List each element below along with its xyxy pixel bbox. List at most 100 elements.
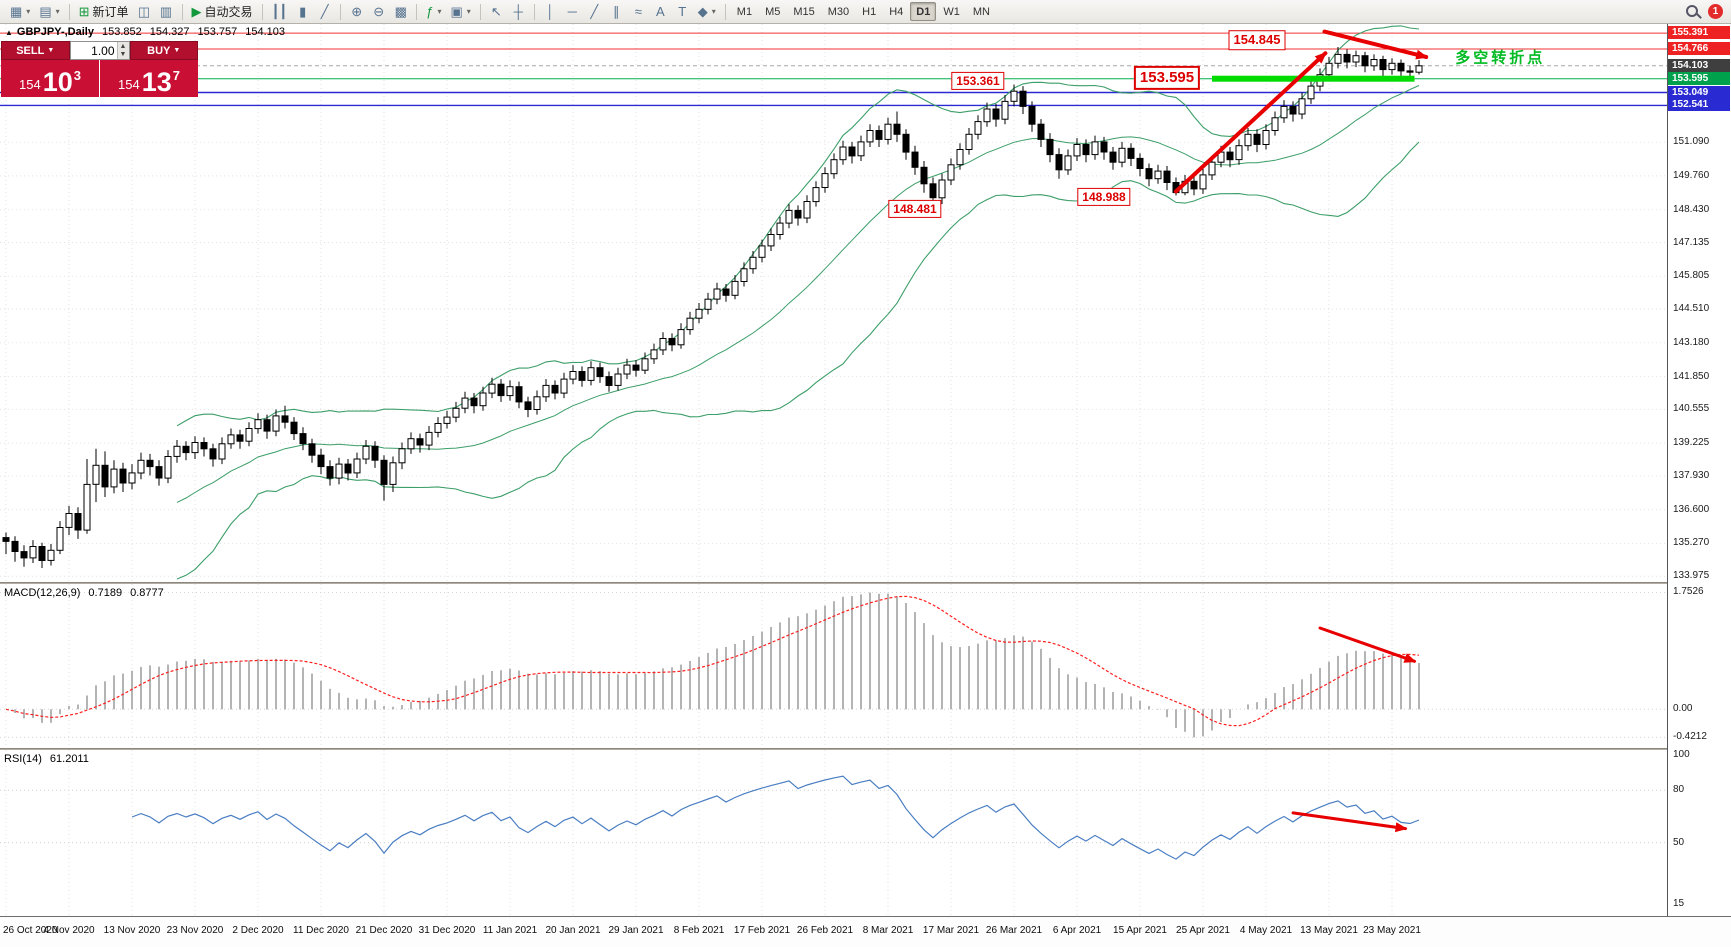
trendline-button[interactable]: ╱	[584, 2, 605, 22]
price-annotation-box[interactable]: 154.845	[1228, 30, 1286, 50]
open-value: 153.852	[101, 26, 142, 38]
buy-price-button[interactable]: 154 13 7	[100, 60, 198, 97]
sell-price-main: 154	[19, 77, 41, 92]
tile-windows-button[interactable]: ▩	[390, 2, 411, 22]
profiles-button[interactable]: ▤ ▾	[35, 2, 63, 22]
chart-symbol-ohlc: ▲ GBPJPY-,Daily 153.852 154.327 153.757 154.1…	[5, 26, 285, 38]
sell-dropdown-button[interactable]: SELL ▼	[1, 41, 70, 60]
timeframe-d1-button[interactable]: D1	[910, 2, 937, 21]
trend-arrow[interactable]	[1322, 29, 1429, 60]
price-annotation-box[interactable]: 148.481	[888, 200, 942, 219]
date-axis-label: 25 Apr 2021	[1176, 925, 1230, 936]
zoom-in-button[interactable]: ⊕	[346, 2, 367, 22]
price-scale-tick: 151.090	[1673, 136, 1710, 148]
time-axis[interactable]: 26 Oct 2020 4 Nov 2020 13 Nov 2020 23 Nov 2…	[0, 916, 1731, 947]
zoom-out-icon: ⊖	[373, 4, 385, 19]
price-annotation-box[interactable]: 148.988	[1077, 187, 1131, 207]
date-axis-label: 23 May 2021	[1363, 925, 1421, 936]
dropdown-caret-icon: ▾	[26, 7, 31, 16]
buy-price-pip: 7	[172, 68, 180, 83]
toolbar-separator	[181, 3, 183, 20]
channel-icon: ∥	[613, 4, 620, 19]
data-window-button[interactable]: ▥	[156, 2, 177, 22]
indicators-button[interactable]: ƒ ▾	[422, 2, 445, 22]
timeframe-m30-button[interactable]: M30	[822, 2, 855, 21]
macd-arrow[interactable]	[1318, 626, 1417, 663]
date-axis-label: 13 May 2021	[1300, 925, 1358, 936]
pane-separator[interactable]	[0, 582, 1731, 584]
candle-chart-type-button[interactable]: ▮	[292, 2, 313, 22]
vertical-line-icon: │	[546, 4, 555, 19]
macd-scale-tick: -0.4212	[1673, 731, 1707, 743]
macd-name: MACD(12,26,9)	[4, 587, 81, 599]
templates-button[interactable]: ▣ ▾	[446, 2, 474, 22]
rsi-name: RSI(14)	[4, 753, 42, 765]
notification-badge[interactable]: 1	[1708, 4, 1723, 19]
new-chart-button[interactable]: ▦ ▾	[6, 2, 34, 22]
date-axis-label: 29 Jan 2021	[608, 925, 664, 936]
volume-down-button[interactable]: ▼	[119, 50, 127, 58]
dropdown-caret-icon: ▾	[55, 7, 60, 16]
auto-trading-button[interactable]: ▶ 自动交易	[188, 2, 257, 22]
arrows-button[interactable]: ◆ ▾	[694, 2, 720, 22]
date-axis-label: 4 Nov 2020	[43, 925, 95, 936]
buy-dropdown-button[interactable]: BUY ▼	[129, 41, 198, 60]
timeframe-m5-button[interactable]: M5	[759, 2, 786, 21]
timeframe-mn-button[interactable]: MN	[967, 2, 996, 21]
price-scale[interactable]: 151.090 149.760 148.430 147.135 145.805 144.5…	[1667, 24, 1731, 916]
timeframe-h4-button[interactable]: H4	[883, 2, 909, 21]
zoom-out-button[interactable]: ⊖	[368, 2, 389, 22]
price-annotation-box[interactable]: 153.595	[1133, 65, 1201, 91]
candles	[2, 47, 1423, 568]
price-scale-tick: 143.180	[1673, 336, 1710, 348]
main-chart-canvas[interactable]	[0, 24, 1667, 582]
date-axis-label: 8 Feb 2021	[673, 925, 725, 936]
macd-scale-tick: 0.00	[1673, 703, 1693, 715]
date-axis-label: 15 Apr 2021	[1113, 925, 1167, 936]
rsi-pane-canvas[interactable]	[0, 750, 1667, 916]
volume-up-button[interactable]: ▲	[119, 42, 127, 50]
pane-separator[interactable]	[0, 748, 1731, 750]
date-axis-label: 2 Dec 2020	[232, 925, 284, 936]
search-icon[interactable]	[1684, 3, 1702, 21]
macd-pane-canvas[interactable]	[0, 584, 1667, 748]
turning-point-label[interactable]: 多空转折点	[1455, 49, 1546, 67]
trend-arrow[interactable]	[1174, 51, 1328, 194]
rsi-grid	[0, 750, 1667, 916]
text-label-button[interactable]: T	[672, 2, 693, 22]
date-axis-label: 31 Dec 2020	[418, 925, 476, 936]
chart-annotations-layer: 148.481 153.361 148.988 153.595 154.845 多空转折点	[0, 24, 1667, 582]
support-zone-bar[interactable]	[1212, 75, 1415, 82]
sell-price-button[interactable]: 154 10 3	[1, 60, 100, 97]
buy-price-big: 13	[141, 66, 172, 97]
timeframe-m1-button[interactable]: M1	[731, 2, 758, 21]
market-watch-button[interactable]: ◫	[134, 2, 155, 22]
bar-chart-type-button[interactable]: ┃┃	[268, 2, 292, 22]
dropdown-caret-icon: ▾	[437, 7, 442, 16]
fibonacci-button[interactable]: ≈	[628, 2, 649, 22]
data-window-icon: ▥	[159, 4, 173, 19]
channel-button[interactable]: ∥	[606, 2, 627, 22]
timeframe-w1-button[interactable]: W1	[937, 2, 966, 21]
toolbar: ▦ ▾ ▤ ▾ ⊞ 新订单 ◫ ▥ ▶ 自动交易 ┃┃ ▮ ╱ ⊕ ⊖ ▩ ƒ ▾ ▣ ▾ ↖ ┼ │ ─ ╱ ∥ ≈ A T ◆ ▾ M1 M…	[0, 0, 1731, 24]
crosshair-button[interactable]: ┼	[508, 2, 529, 22]
volume-input[interactable]	[70, 42, 117, 59]
text-button[interactable]: A	[650, 2, 671, 22]
price-annotation-box[interactable]: 153.361	[951, 71, 1005, 90]
horizontal-line-button[interactable]: ─	[562, 2, 583, 22]
volume-field: ▲ ▼	[69, 41, 130, 60]
one-click-collapse-toggle[interactable]: ▲	[5, 28, 13, 37]
cursor-button[interactable]: ↖	[486, 2, 507, 22]
new-order-button[interactable]: ⊞ 新订单	[75, 2, 133, 22]
timeframe-m15-button[interactable]: M15	[787, 2, 820, 21]
vertical-line-button[interactable]: │	[540, 2, 561, 22]
buy-label: BUY	[147, 44, 171, 57]
timeframe-h1-button[interactable]: H1	[856, 2, 882, 21]
line-chart-type-button[interactable]: ╱	[314, 2, 335, 22]
dropdown-caret-icon: ▾	[711, 7, 716, 16]
search-icon-circle	[1686, 4, 1698, 17]
price-scale-tick: 140.555	[1673, 403, 1710, 415]
cursor-icon: ↖	[490, 4, 502, 19]
rsi-arrow[interactable]	[1291, 811, 1408, 833]
